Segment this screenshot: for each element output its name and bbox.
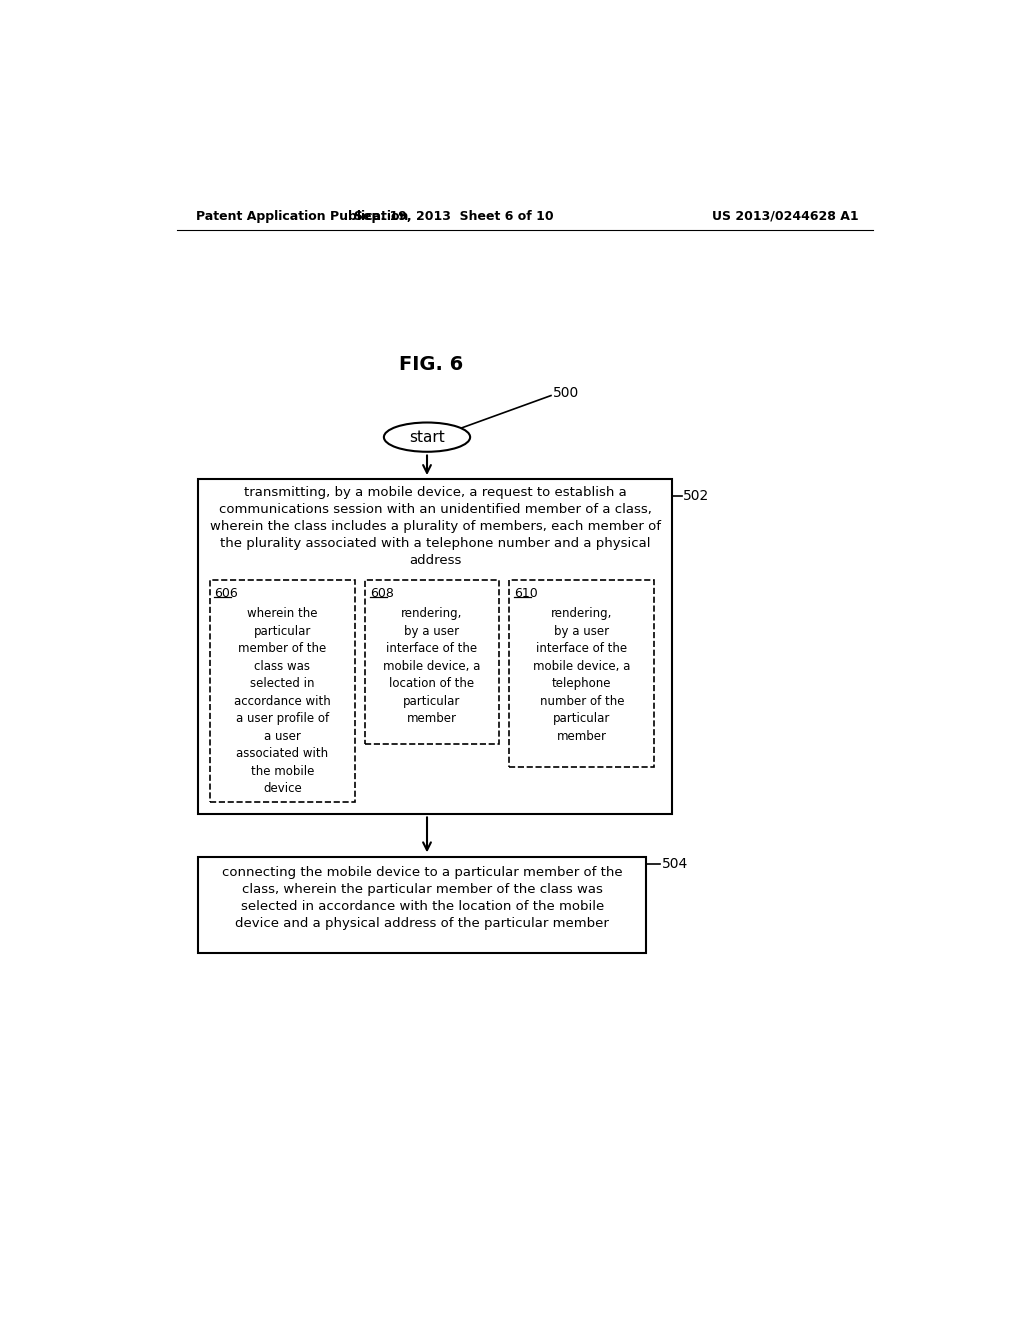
Text: 502: 502 — [683, 488, 710, 503]
Text: rendering,
by a user
interface of the
mobile device, a
telephone
number of the
p: rendering, by a user interface of the mo… — [534, 607, 631, 743]
Text: 610: 610 — [514, 586, 538, 599]
Text: start: start — [410, 429, 444, 445]
Text: 500: 500 — [553, 387, 579, 400]
Text: Patent Application Publication: Patent Application Publication — [196, 210, 409, 223]
Text: transmitting, by a mobile device, a request to establish a
communications sessio: transmitting, by a mobile device, a requ… — [210, 486, 660, 566]
Text: US 2013/0244628 A1: US 2013/0244628 A1 — [712, 210, 858, 223]
Text: rendering,
by a user
interface of the
mobile device, a
location of the
particula: rendering, by a user interface of the mo… — [383, 607, 480, 725]
Text: 608: 608 — [370, 586, 394, 599]
Text: wherein the
particular
member of the
class was
selected in
accordance with
a use: wherein the particular member of the cla… — [233, 607, 331, 796]
Text: FIG. 6: FIG. 6 — [398, 355, 463, 375]
Text: connecting the mobile device to a particular member of the
class, wherein the pa: connecting the mobile device to a partic… — [222, 866, 623, 931]
Text: 606: 606 — [214, 586, 239, 599]
Text: 504: 504 — [662, 857, 688, 871]
Text: Sep. 19, 2013  Sheet 6 of 10: Sep. 19, 2013 Sheet 6 of 10 — [354, 210, 554, 223]
